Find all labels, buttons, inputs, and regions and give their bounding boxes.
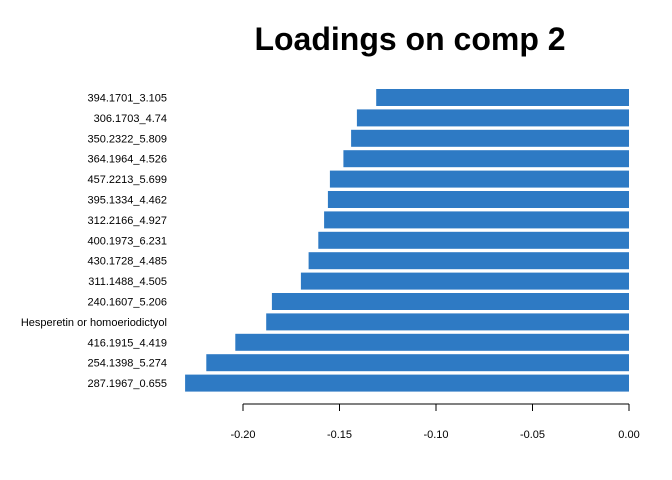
category-label: 457.2213_5.699 bbox=[87, 174, 167, 186]
bar bbox=[235, 333, 630, 351]
category-label: 430.1728_4.485 bbox=[87, 256, 167, 268]
x-tick-label: 0.00 bbox=[618, 429, 639, 441]
bar bbox=[327, 191, 629, 208]
category-label: 306.1703_4.74 bbox=[94, 113, 167, 125]
category-label: 312.2166_4.927 bbox=[87, 215, 167, 227]
x-tick-label: -0.05 bbox=[520, 429, 545, 441]
bar bbox=[308, 252, 629, 270]
bar bbox=[329, 170, 629, 188]
x-axis: -0.20 -0.15 -0.10 -0.05 0.00 bbox=[230, 403, 640, 441]
bar bbox=[266, 313, 629, 331]
category-label: 311.1488_4.505 bbox=[88, 276, 167, 288]
x-tick-label: -0.10 bbox=[423, 429, 448, 441]
category-label: 350.2322_5.809 bbox=[87, 133, 167, 145]
bar bbox=[271, 293, 629, 310]
x-tick-label: -0.20 bbox=[230, 429, 255, 441]
bar bbox=[376, 89, 629, 106]
bar bbox=[318, 231, 629, 249]
bar bbox=[324, 211, 629, 229]
category-label: 400.1973_6.231 bbox=[87, 235, 167, 247]
x-tick-label: -0.15 bbox=[327, 429, 352, 441]
category-label: 287.1967_0.655 bbox=[87, 378, 167, 390]
category-labels-group: 394.1701_3.105 306.1703_4.74 350.2322_5.80… bbox=[21, 93, 167, 391]
bar bbox=[300, 272, 629, 290]
category-label: 240.1607_5.206 bbox=[87, 297, 167, 309]
bar bbox=[351, 129, 629, 147]
category-label: 254.1398_5.274 bbox=[87, 358, 167, 370]
bar bbox=[185, 374, 629, 392]
category-label: 394.1701_3.105 bbox=[87, 93, 167, 105]
bar bbox=[206, 354, 630, 372]
chart-title: Loadings on comp 2 bbox=[254, 21, 565, 57]
category-label: 395.1334_4.462 bbox=[87, 195, 167, 207]
bar bbox=[343, 150, 629, 168]
bar bbox=[356, 109, 629, 127]
category-label: 416.1915_4.419 bbox=[87, 337, 167, 349]
category-label: 364.1964_4.526 bbox=[87, 154, 167, 166]
bars-group bbox=[185, 89, 630, 392]
category-label: Hesperetin or homoeriodictyol bbox=[21, 317, 167, 329]
